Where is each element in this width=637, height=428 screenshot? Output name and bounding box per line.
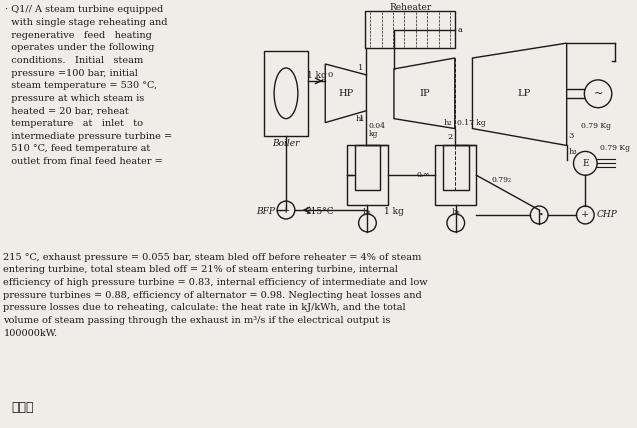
Text: LP: LP: [518, 89, 531, 98]
Text: 0.17 kg: 0.17 kg: [457, 119, 485, 127]
Text: +: +: [581, 211, 589, 220]
Text: 0.∞: 0.∞: [417, 171, 430, 179]
Text: hₙ: hₙ: [363, 208, 372, 216]
Text: · Q1// A steam turbine equipped
  with single stage reheating and
  regenerative: · Q1// A steam turbine equipped with sin…: [5, 6, 173, 166]
Text: 2: 2: [448, 133, 453, 140]
Text: Boiler: Boiler: [272, 139, 299, 148]
Text: 1 kg: 1 kg: [384, 207, 404, 216]
Text: 215°C: 215°C: [305, 207, 334, 216]
Text: 0.79 Kg: 0.79 Kg: [600, 144, 630, 152]
Text: hₙ: hₙ: [451, 208, 461, 216]
Bar: [366, 11, 455, 48]
Text: 0.79₂: 0.79₂: [492, 176, 512, 184]
Text: h₂: h₂: [444, 119, 453, 127]
Text: ~: ~: [594, 89, 603, 99]
Text: 0: 0: [327, 71, 333, 79]
Text: IP: IP: [419, 89, 430, 98]
Text: kg: kg: [368, 130, 378, 137]
Bar: [355, 146, 380, 190]
Text: CHP: CHP: [597, 211, 618, 220]
Text: 215 °C, exhaust pressure = 0.055 bar, steam bled off before reheater = 4% of ste: 215 °C, exhaust pressure = 0.055 bar, st…: [3, 253, 428, 338]
Bar: [347, 146, 388, 205]
Text: +: +: [282, 205, 290, 214]
Text: Reheater: Reheater: [389, 3, 431, 12]
Text: 1 kg: 1 kg: [306, 71, 326, 80]
Text: •: •: [539, 211, 543, 219]
Text: HP: HP: [338, 89, 354, 98]
Text: 0.04: 0.04: [368, 122, 385, 130]
Text: فسه: فسه: [11, 401, 34, 414]
Text: 1: 1: [358, 64, 364, 72]
Bar: [264, 51, 308, 136]
Bar: [443, 146, 469, 190]
Text: h₁: h₁: [356, 115, 364, 123]
Text: 1: 1: [359, 115, 364, 123]
Text: 0.79 Kg: 0.79 Kg: [582, 122, 612, 130]
Text: E: E: [582, 159, 589, 168]
Text: a: a: [458, 26, 462, 34]
Text: BFP: BFP: [256, 207, 275, 216]
Text: h₃: h₃: [569, 149, 577, 156]
Text: 3: 3: [569, 133, 574, 140]
Bar: [435, 146, 476, 205]
